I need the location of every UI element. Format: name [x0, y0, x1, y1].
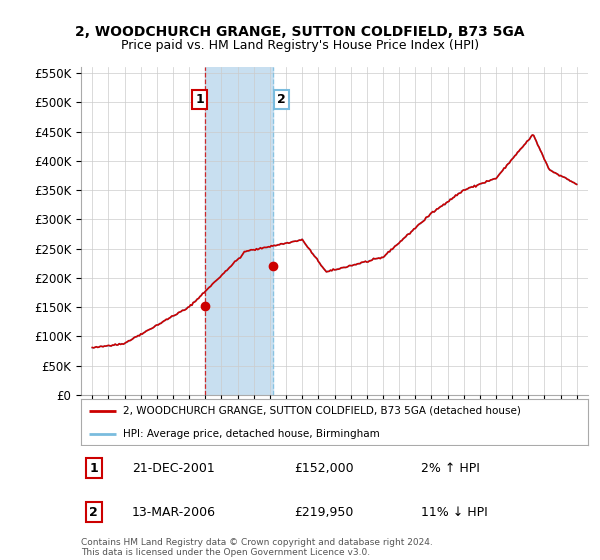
Text: 2, WOODCHURCH GRANGE, SUTTON COLDFIELD, B73 5GA (detached house): 2, WOODCHURCH GRANGE, SUTTON COLDFIELD, … [122, 406, 520, 416]
Text: 2: 2 [89, 506, 98, 519]
Text: 2% ↑ HPI: 2% ↑ HPI [421, 461, 479, 475]
Text: Price paid vs. HM Land Registry's House Price Index (HPI): Price paid vs. HM Land Registry's House … [121, 39, 479, 52]
Text: 21-DEC-2001: 21-DEC-2001 [132, 461, 214, 475]
Text: 2: 2 [277, 93, 286, 106]
Text: £219,950: £219,950 [294, 506, 353, 519]
Text: 2, WOODCHURCH GRANGE, SUTTON COLDFIELD, B73 5GA: 2, WOODCHURCH GRANGE, SUTTON COLDFIELD, … [75, 25, 525, 39]
Text: 1: 1 [196, 93, 205, 106]
Text: HPI: Average price, detached house, Birmingham: HPI: Average price, detached house, Birm… [122, 429, 379, 438]
Text: 13-MAR-2006: 13-MAR-2006 [132, 506, 216, 519]
Text: £152,000: £152,000 [294, 461, 353, 475]
Text: Contains HM Land Registry data © Crown copyright and database right 2024.
This d: Contains HM Land Registry data © Crown c… [81, 538, 433, 557]
Text: 1: 1 [89, 461, 98, 475]
Text: 11% ↓ HPI: 11% ↓ HPI [421, 506, 487, 519]
Bar [205, 67, 274, 395]
